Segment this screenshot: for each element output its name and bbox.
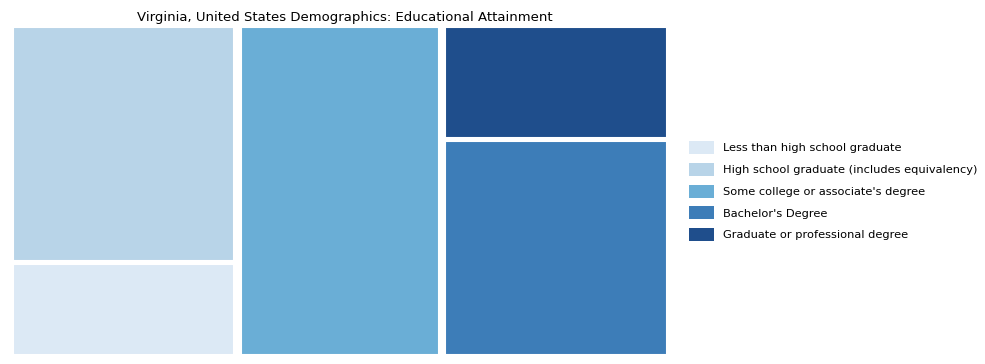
FancyBboxPatch shape bbox=[445, 27, 667, 138]
Legend: Less than high school graduate, High school graduate (includes equivalency), Som: Less than high school graduate, High sch… bbox=[689, 141, 977, 241]
FancyBboxPatch shape bbox=[13, 27, 234, 261]
FancyBboxPatch shape bbox=[13, 264, 234, 355]
FancyBboxPatch shape bbox=[445, 141, 667, 355]
Text: Virginia, United States Demographics: Educational Attainment: Virginia, United States Demographics: Ed… bbox=[137, 11, 553, 24]
FancyBboxPatch shape bbox=[240, 27, 439, 355]
